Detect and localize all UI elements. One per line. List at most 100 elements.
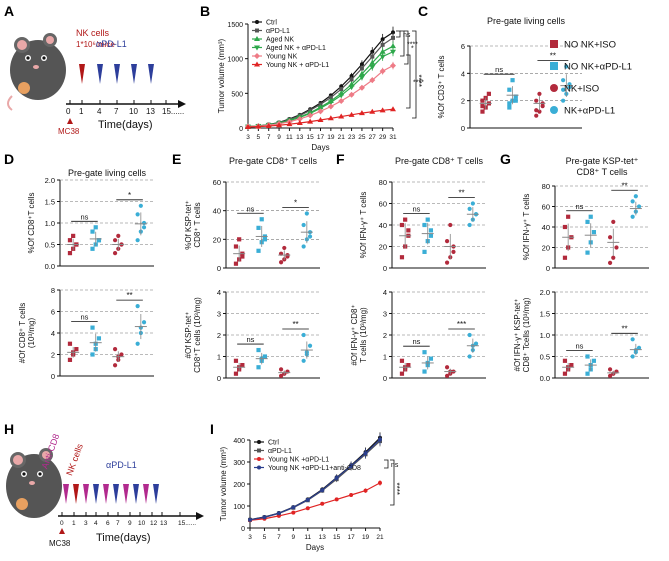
- group-legend: NO NK+ISO NO NK+αPD-L1 NK+ISO NK+αPD-L1: [550, 40, 632, 117]
- y-tick-label: 80: [379, 178, 387, 187]
- data-point: [296, 120, 303, 126]
- data-point: [467, 354, 472, 359]
- data-point: [301, 222, 306, 228]
- y-tick-label: 20: [379, 243, 387, 252]
- data-point: [444, 260, 450, 265]
- x-tick-label: 21: [376, 534, 384, 541]
- sig-label: ****: [414, 75, 423, 87]
- pdl1-arrow: [133, 484, 139, 504]
- y-tick-label: 1.0: [540, 331, 550, 340]
- data-point: [480, 109, 485, 114]
- data-point: [633, 194, 638, 199]
- legend-label: Young NK +αPD-L1+anti-CD8: [268, 465, 361, 472]
- data-point: [422, 369, 427, 374]
- data-point: [611, 219, 616, 224]
- data-point: [90, 229, 95, 234]
- data-point: [307, 234, 313, 239]
- tick-h-8: 12: [150, 520, 158, 527]
- data-point: [317, 117, 324, 123]
- data-point: [141, 220, 147, 226]
- data-point: [399, 358, 405, 363]
- panel-h-letter: H: [4, 421, 14, 437]
- sig-label: ****: [413, 80, 424, 87]
- data-point: [399, 222, 405, 228]
- pdl1-arrow: [153, 484, 159, 504]
- y-tick-label: 8: [51, 286, 55, 295]
- data-point: [507, 105, 512, 110]
- x-tick-label: 5: [257, 134, 261, 141]
- data-point: [301, 332, 306, 338]
- data-point: [282, 245, 287, 251]
- data-point: [278, 373, 284, 378]
- tick-h-2: 3: [84, 520, 88, 527]
- data-point: [636, 204, 642, 209]
- y-tick-label: 0: [241, 526, 245, 533]
- y-axis-label: #Of CD8⁺ T cells: [18, 303, 27, 363]
- legend-marker: [254, 45, 260, 51]
- y-tick-label: 0: [51, 372, 55, 381]
- y-tick-label: 2: [461, 97, 465, 106]
- time-label-a: Time(days): [98, 119, 153, 131]
- tick-marks-a: [69, 100, 167, 104]
- tick-a-2: 4: [97, 107, 102, 116]
- y-tick-label: 500: [231, 91, 243, 98]
- x-tick-label: 15: [333, 534, 341, 541]
- data-point: [607, 235, 613, 240]
- data-point: [406, 363, 411, 368]
- panel-a-letter: A: [4, 3, 14, 19]
- y-tick-label: 40: [213, 207, 221, 216]
- data-point: [378, 480, 382, 485]
- sig-label: **: [292, 320, 298, 329]
- legend-marker: [254, 36, 260, 41]
- y-tick-label: 0.5: [45, 241, 55, 250]
- data-point: [240, 363, 245, 368]
- data-point: [390, 106, 396, 112]
- data-point: [296, 115, 303, 122]
- mouse-illustration-h: [6, 448, 62, 518]
- y-tick-label: 300: [233, 460, 245, 467]
- nk-label-h: NK cells: [64, 442, 85, 477]
- y-tick-label: 2: [51, 351, 55, 360]
- x-tick-label: 3: [246, 134, 250, 141]
- data-point: [510, 78, 515, 83]
- data-point: [448, 222, 453, 228]
- sig-bracket: [404, 30, 409, 65]
- nk-arrow: [73, 484, 79, 504]
- sig-bracket: [406, 54, 411, 109]
- legend-label: Young NK: [266, 54, 298, 61]
- data-point: [348, 91, 355, 98]
- y-tick-label: 1: [383, 353, 387, 362]
- y-tick-label: 3: [217, 310, 221, 319]
- sig-label: *: [128, 191, 131, 200]
- y-tick-label: 0: [217, 264, 221, 273]
- data-point: [256, 347, 261, 353]
- data-point: [513, 98, 518, 103]
- sig-label: ns: [412, 205, 420, 214]
- data-point: [259, 217, 264, 222]
- pdl1-arrows-a: [97, 64, 154, 84]
- data-point: [112, 347, 118, 352]
- panel-title: Pre-gate KSP-tet⁺: [566, 156, 639, 166]
- data-point: [370, 49, 375, 54]
- data-point: [363, 451, 368, 456]
- data-point: [630, 337, 635, 342]
- data-point: [256, 365, 261, 370]
- data-point: [307, 118, 314, 124]
- y-tick-label: 0.0: [45, 262, 55, 271]
- data-point: [588, 214, 593, 219]
- data-point: [305, 497, 310, 502]
- data-point: [562, 371, 568, 376]
- data-point: [135, 304, 140, 309]
- sig-label: ns: [246, 204, 254, 213]
- x-tick-label: 19: [362, 534, 370, 541]
- sig-label: ns: [412, 337, 420, 346]
- data-point: [304, 211, 309, 216]
- tick-h-10: 15......: [178, 520, 196, 527]
- y-tick-label: 0: [546, 264, 550, 273]
- data-point: [349, 463, 354, 468]
- data-point: [451, 249, 456, 254]
- data-point: [67, 357, 73, 362]
- sig-label: **: [126, 291, 132, 300]
